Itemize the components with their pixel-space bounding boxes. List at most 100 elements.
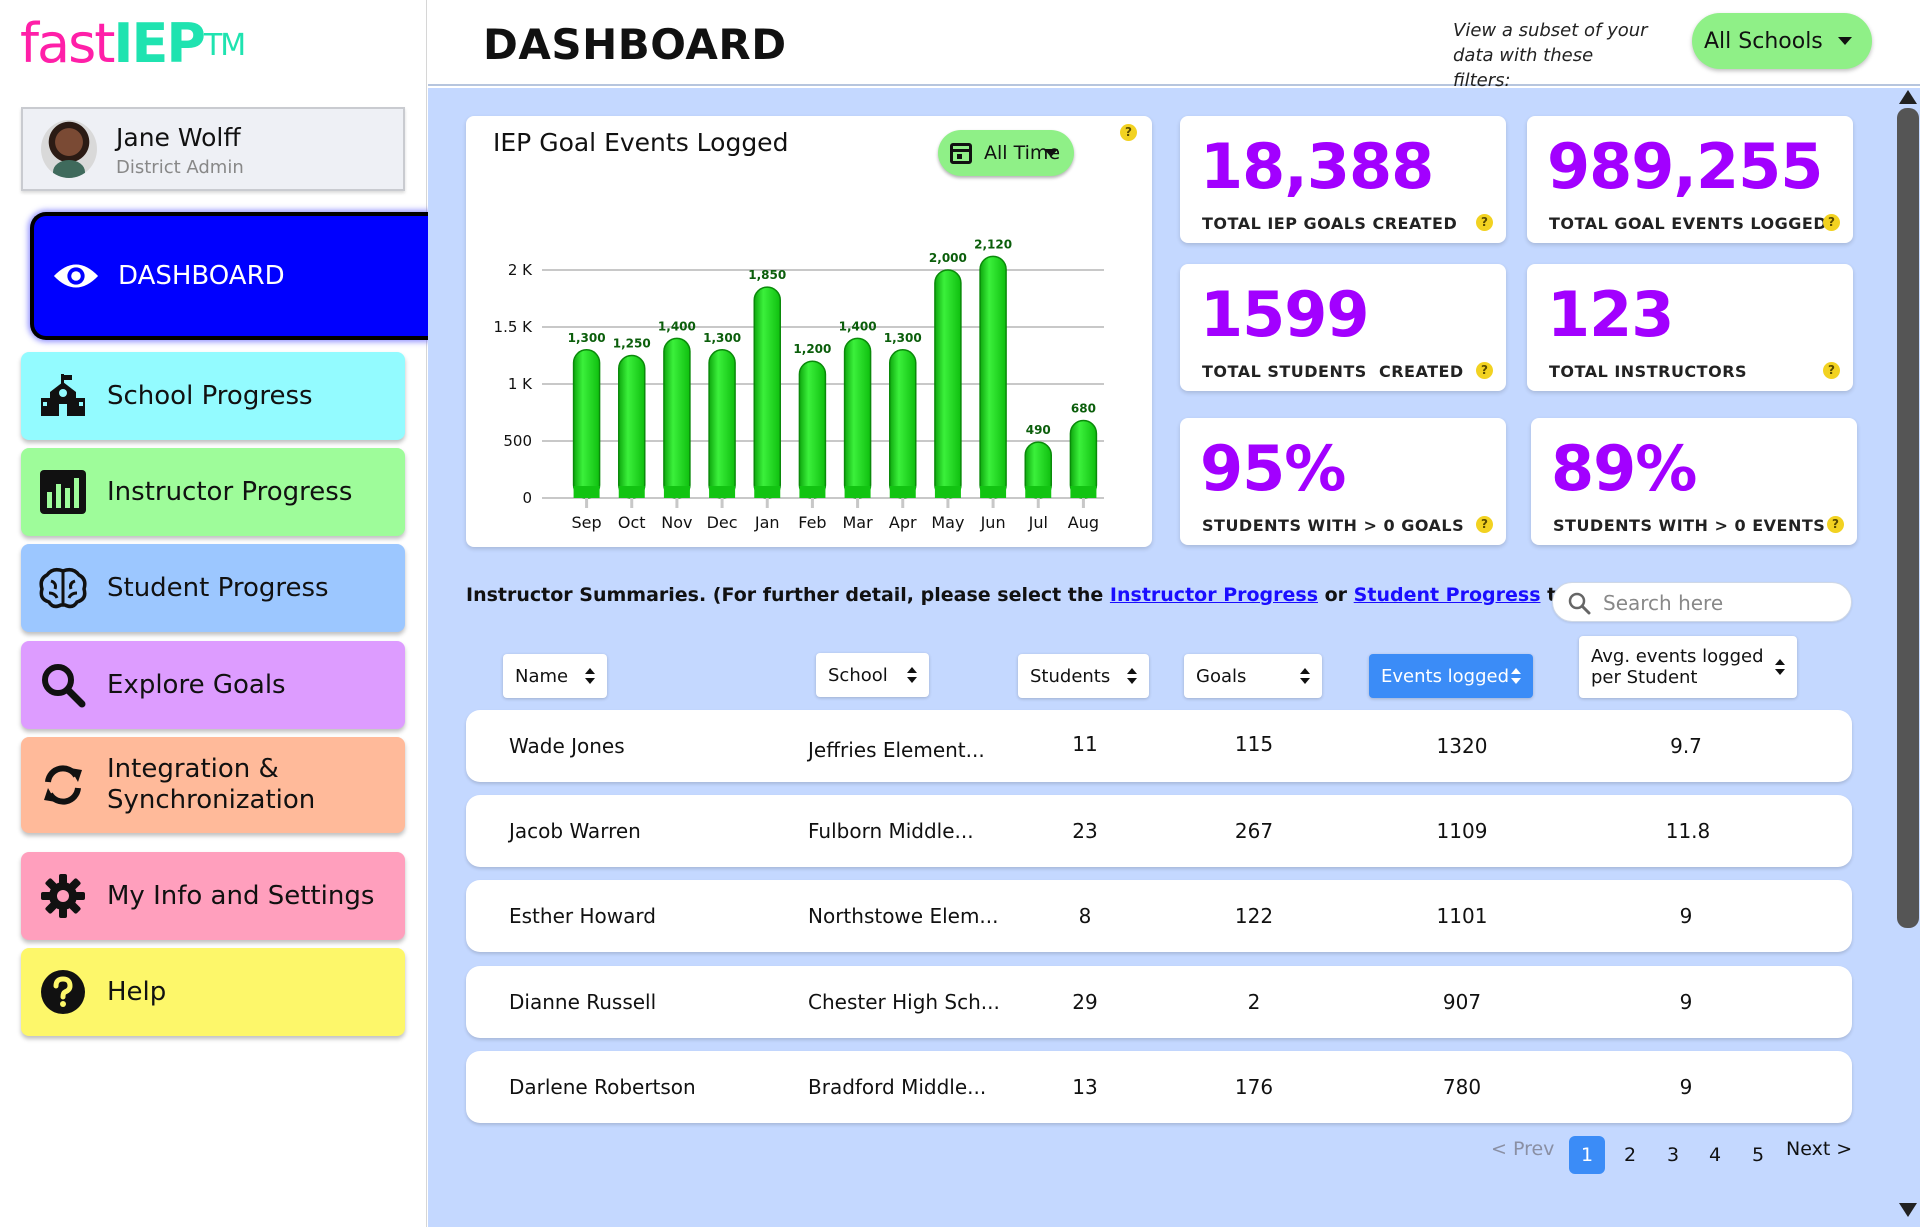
nav-integration-line2: Synchronization <box>107 785 316 815</box>
nav-my-info-settings-label: My Info and Settings <box>107 880 375 911</box>
cell-avg: 9.7 <box>1670 734 1702 758</box>
chevron-down-icon <box>1044 149 1058 157</box>
search-input[interactable] <box>1603 590 1833 616</box>
cell-goals: 2 <box>1247 990 1261 1014</box>
time-filter-dropdown[interactable]: All Time <box>938 130 1074 176</box>
bar-value-label: 2,120 <box>974 237 1012 251</box>
stat-card-events-logged: 989,255 TOTAL GOAL EVENTS LOGGED ? <box>1527 116 1853 243</box>
search-box[interactable] <box>1552 582 1852 622</box>
bar-value-label: 1,300 <box>568 331 606 345</box>
user-name: Jane Wolff <box>116 123 241 152</box>
nav-school-progress[interactable]: School Progress <box>21 352 405 440</box>
cell-school: Jeffries Element... <box>808 738 985 762</box>
column-header-students[interactable]: Students <box>1018 654 1149 698</box>
nav-student-progress[interactable]: Student Progress <box>21 544 405 632</box>
scroll-down-arrow-icon[interactable] <box>1899 1203 1917 1217</box>
sync-icon <box>39 761 87 809</box>
search-icon <box>1568 592 1591 615</box>
bar-base <box>663 486 690 498</box>
table-row[interactable]: Jacob Warren Fulborn Middle... 23 267 11… <box>466 795 1852 867</box>
column-header-school[interactable]: School <box>816 653 929 697</box>
table-row[interactable]: Esther Howard Northstowe Elem... 8 122 1… <box>466 880 1852 952</box>
bar <box>979 255 1007 499</box>
stat-card-goals-created: 18,388 TOTAL IEP GOALS CREATED ? <box>1180 116 1506 243</box>
bar-value-label: 1,300 <box>703 331 741 345</box>
nav-dashboard[interactable]: DASHBOARD <box>30 212 428 340</box>
sort-icon <box>585 668 595 684</box>
scroll-up-arrow-icon[interactable] <box>1899 90 1917 104</box>
x-tick-label: Oct <box>618 513 646 532</box>
nav-integration-sync[interactable]: Integration & Synchronization <box>21 737 405 833</box>
help-icon[interactable]: ? <box>1823 214 1840 231</box>
page-button-3[interactable]: 3 <box>1666 1144 1680 1166</box>
user-profile-card[interactable]: Jane Wolff District Admin <box>21 107 405 191</box>
bar-base <box>844 486 871 498</box>
chevron-down-icon <box>1838 37 1852 45</box>
help-icon[interactable]: ? <box>1476 362 1493 379</box>
nav-help[interactable]: Help <box>21 948 405 1036</box>
cell-name: Darlene Robertson <box>509 1075 696 1099</box>
y-tick-label: 500 <box>503 432 532 450</box>
table-row[interactable]: Dianne Russell Chester High Sch... 29 2 … <box>466 966 1852 1038</box>
scrollbar-thumb[interactable] <box>1897 108 1919 928</box>
nav-my-info-settings[interactable]: My Info and Settings <box>21 852 405 940</box>
cell-avg: 9 <box>1679 1075 1693 1099</box>
help-icon[interactable]: ? <box>1827 516 1844 533</box>
instructor-progress-link[interactable]: Instructor Progress <box>1109 584 1319 606</box>
nav-integration-line1: Integration & <box>107 754 279 784</box>
stat-value: 89% <box>1551 432 1697 505</box>
help-icon[interactable]: ? <box>1476 516 1493 533</box>
page-button-5[interactable]: 5 <box>1751 1144 1765 1166</box>
nav-school-progress-label: School Progress <box>107 380 313 411</box>
column-header-label: Name <box>515 665 569 687</box>
cell-name: Wade Jones <box>509 734 625 758</box>
sort-icon <box>1127 668 1137 684</box>
help-icon[interactable]: ? <box>1120 124 1137 141</box>
bar <box>663 337 691 499</box>
table-row[interactable]: Wade Jones Jeffries Element... 11 115 13… <box>466 710 1852 782</box>
bar <box>618 354 646 499</box>
cell-name: Jacob Warren <box>509 819 641 843</box>
nav-explore-goals[interactable]: Explore Goals <box>21 641 405 729</box>
prev-page-button[interactable]: < Prev <box>1491 1138 1555 1160</box>
stat-label: STUDENTS WITH > 0 EVENTS <box>1553 516 1826 535</box>
column-header-label: Students <box>1030 665 1111 687</box>
bar-base <box>889 486 916 498</box>
y-tick-label: 1.5 K <box>494 318 534 336</box>
student-progress-link[interactable]: Student Progress <box>1353 584 1541 606</box>
instructor-summaries-heading: Instructor Summaries. (For further detai… <box>466 584 1599 606</box>
cell-avg: 11.8 <box>1665 819 1711 843</box>
page-button-2[interactable]: 2 <box>1623 1144 1637 1166</box>
column-header-name[interactable]: Name <box>503 654 607 698</box>
column-header-avg-events[interactable]: Avg. events logged per Student <box>1579 636 1797 698</box>
nav-instructor-progress[interactable]: Instructor Progress <box>21 448 405 536</box>
x-tick-label: Jul <box>1028 513 1048 532</box>
page-button-4[interactable]: 4 <box>1708 1144 1722 1166</box>
school-filter-dropdown[interactable]: All Schools <box>1692 13 1872 69</box>
cell-name: Dianne Russell <box>509 990 657 1014</box>
app-logo[interactable]: fastIEPTM <box>20 12 246 75</box>
filter-note-line2: data with these filters: <box>1453 45 1594 91</box>
help-icon[interactable]: ? <box>1476 214 1493 231</box>
cell-avg: 9 <box>1679 904 1693 928</box>
bar-value-label: 490 <box>1026 423 1051 437</box>
page-button-1[interactable]: 1 <box>1569 1136 1605 1174</box>
help-icon[interactable]: ? <box>1823 362 1840 379</box>
sort-icon <box>1300 668 1310 684</box>
table-row[interactable]: Darlene Robertson Bradford Middle... 13 … <box>466 1051 1852 1123</box>
stat-label: STUDENTS WITH > 0 GOALS <box>1202 516 1465 535</box>
nav-explore-goals-label: Explore Goals <box>107 669 286 700</box>
cell-events: 780 <box>1442 1075 1482 1099</box>
stat-card-instructors: 123 TOTAL INSTRUCTORS ? <box>1527 264 1853 391</box>
column-header-events-logged[interactable]: Events logged <box>1369 654 1533 698</box>
cell-students: 23 <box>1072 819 1098 843</box>
nav-help-label: Help <box>107 976 167 1007</box>
nav-instructor-progress-label: Instructor Progress <box>107 476 353 507</box>
column-header-goals[interactable]: Goals <box>1184 654 1322 698</box>
stat-value: 95% <box>1200 432 1346 505</box>
cell-students: 13 <box>1072 1075 1098 1099</box>
bar-value-label: 680 <box>1071 401 1096 415</box>
bar-base <box>934 486 961 498</box>
next-page-button[interactable]: Next > <box>1786 1138 1853 1160</box>
cell-school: Northstowe Elem... <box>808 904 999 928</box>
